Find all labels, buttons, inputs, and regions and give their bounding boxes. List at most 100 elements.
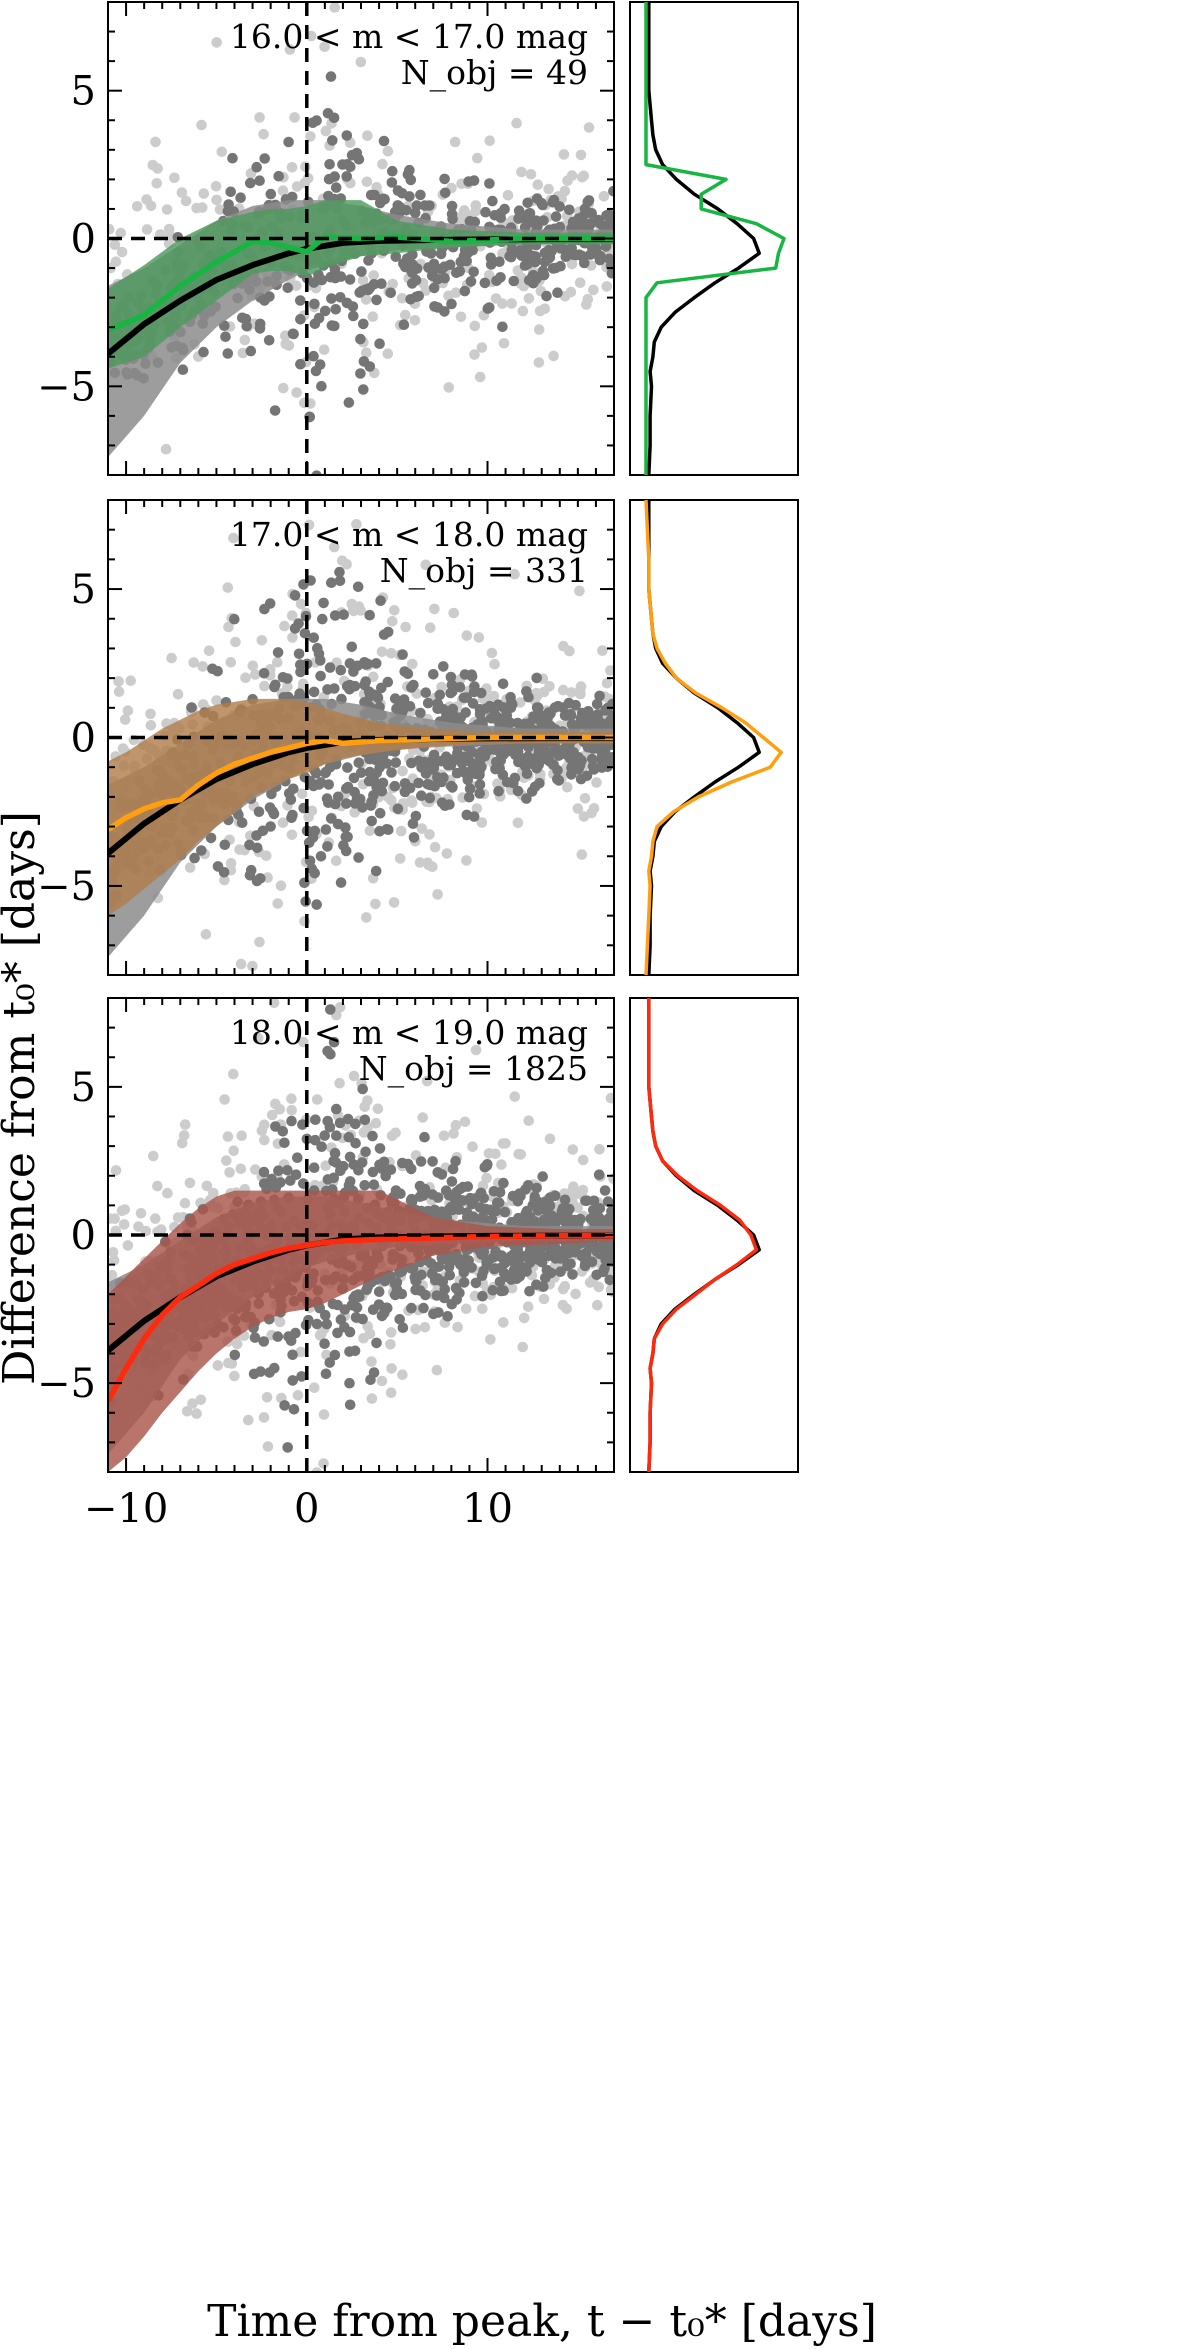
scatter-point [113, 686, 125, 697]
scatter-point [486, 647, 498, 659]
scatter-point [318, 1458, 329, 1469]
scatter-point [389, 780, 401, 792]
scatter-point [397, 1369, 408, 1380]
scatter-point [329, 2, 341, 13]
scatter-point [446, 1255, 457, 1267]
scatter-point [582, 742, 594, 753]
scatter-point [299, 177, 311, 189]
scatter-point [591, 777, 602, 788]
scatter-point [409, 207, 421, 219]
scatter-point [498, 1177, 509, 1189]
scatter-point [476, 342, 488, 353]
scatter-point [434, 689, 446, 701]
scatter-point [450, 1202, 462, 1213]
scatter-point [460, 767, 471, 779]
scatter-point [561, 1214, 572, 1226]
scatter-point [513, 1148, 524, 1160]
scatter-point [394, 1267, 405, 1278]
scatter-point [416, 790, 427, 801]
scatter-point [370, 898, 381, 910]
scatter-point [359, 679, 370, 691]
scatter-point [429, 841, 441, 853]
scatter-point [131, 201, 143, 212]
scatter-point [288, 328, 299, 340]
scatter-point [323, 173, 335, 185]
scatter-point [357, 1083, 369, 1095]
scatter-point [499, 1206, 511, 1218]
scatter-point [401, 205, 412, 216]
scatter-point [311, 1318, 323, 1330]
scatter-point [370, 658, 382, 669]
scatter-point [385, 1271, 396, 1282]
scatter-point [178, 1130, 190, 1141]
scatter-point [410, 1275, 421, 1287]
scatter-point [219, 1094, 230, 1105]
scatter-point [577, 1154, 589, 1166]
scatter-point [378, 135, 390, 147]
scatter-point [289, 112, 300, 123]
scatter-point [461, 809, 473, 821]
scatter-point [184, 1177, 196, 1189]
scatter-point [366, 1393, 378, 1404]
scatter-point [245, 864, 257, 876]
scatter-point [536, 1256, 548, 1268]
scatter-point [598, 191, 610, 202]
scatter-point [116, 1205, 128, 1217]
scatter-point [524, 1285, 535, 1297]
scatter-point [279, 620, 290, 632]
scatter-point [442, 1311, 453, 1322]
scatter-point [476, 1270, 488, 1281]
scatter-point [289, 590, 301, 601]
scatter-point [474, 788, 486, 799]
histogram-panel [629, 1, 799, 476]
scatter-point [310, 365, 322, 377]
scatter-point [395, 825, 407, 837]
scatter-point [295, 314, 306, 325]
scatter-point [358, 1333, 369, 1344]
scatter-point [409, 315, 421, 326]
scatter-point [119, 714, 131, 725]
scatter-point [369, 189, 380, 201]
scatter-point [493, 785, 504, 797]
scatter-point [258, 128, 269, 140]
scatter-point [459, 285, 471, 297]
scatter-point [386, 1130, 398, 1142]
scatter-point [341, 798, 352, 809]
scatter-point [404, 701, 416, 712]
scatter-point [574, 585, 585, 597]
scatter-point [452, 1321, 464, 1333]
scatter-point [361, 176, 373, 188]
scatter-point [269, 405, 281, 416]
scatter-point [397, 1322, 409, 1333]
scatter-point [459, 205, 470, 216]
scatter-point [320, 1368, 332, 1380]
scatter-point [296, 788, 308, 800]
scatter-point [371, 1337, 382, 1349]
scatter-point [378, 1307, 390, 1319]
scatter-point [509, 1091, 521, 1102]
y-tick-label: 5 [71, 567, 96, 613]
scatter-point [329, 541, 340, 553]
scatter-point [324, 1121, 336, 1133]
scatter-point [575, 713, 587, 724]
scatter-point [531, 1279, 542, 1290]
scatter-point [330, 182, 342, 193]
scatter-point [502, 190, 514, 201]
scatter-point [446, 1176, 458, 1187]
scatter-point [523, 293, 535, 304]
scatter-point [516, 166, 527, 178]
scatter-point [521, 686, 532, 697]
scatter-point [252, 1032, 264, 1044]
scatter-point [352, 581, 364, 593]
scatter-point [338, 840, 349, 851]
scatter-point [392, 803, 404, 815]
scatter-point [413, 777, 424, 789]
scatter-point [358, 1127, 370, 1138]
scatter-point [374, 807, 386, 819]
scatter-point [197, 699, 209, 710]
scatter-point [574, 685, 586, 697]
scatter-point [135, 1208, 147, 1219]
scatter-point [469, 1290, 481, 1302]
scatter-point [214, 204, 226, 215]
scatter-point [566, 687, 577, 698]
